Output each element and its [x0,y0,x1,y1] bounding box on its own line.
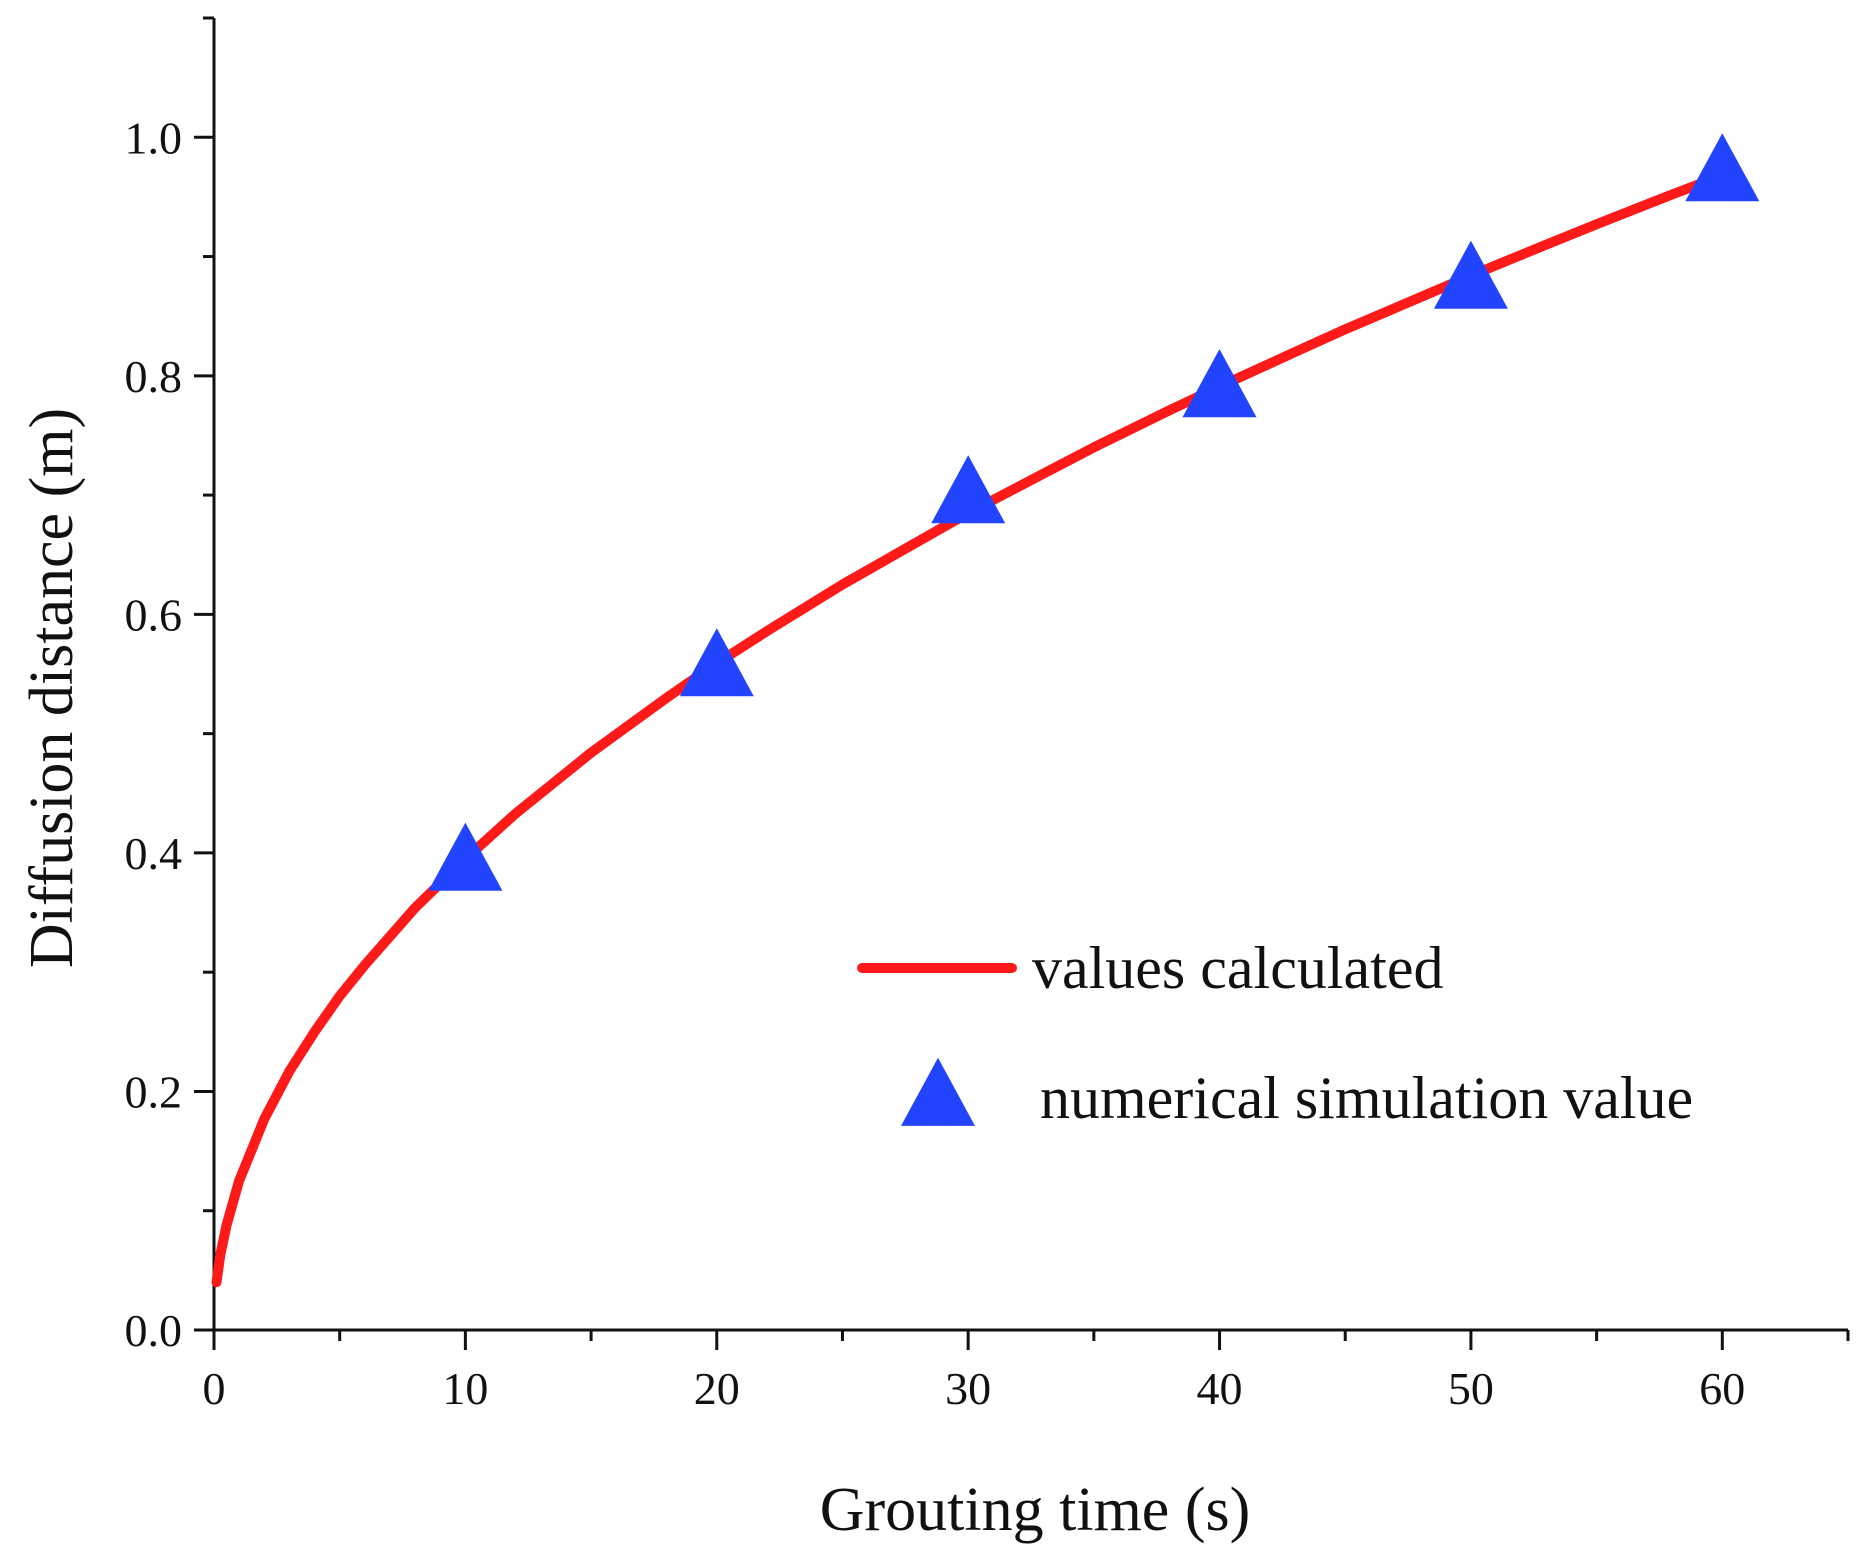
series [211,133,1760,1288]
ticks: 0 10 20 30 40 50 60 0.0 0.2 0.4 0.6 0.8 1.0 [125,16,1850,1414]
data-point-triangle-50 [1433,240,1508,309]
x-axis-title: Grouting time (s) [820,1476,1251,1544]
y-tick-label-0.2: 0.2 [125,1066,183,1117]
x-tick-label-40: 40 [1197,1363,1243,1414]
x-tick-label-30: 30 [945,1363,991,1414]
legend-triangle-swatch [901,1057,975,1126]
y-tick-label-0.6: 0.6 [125,589,183,640]
data-point-triangle-20 [679,628,754,697]
x-tick-label-10: 10 [442,1363,488,1414]
legend-label-values-calculated: values calculated [1032,935,1443,1001]
data-point-triangle-30 [931,455,1006,524]
y-tick-label-0.8: 0.8 [125,351,183,402]
x-tick-label-60: 60 [1699,1363,1745,1414]
x-tick-label-20: 20 [694,1363,740,1414]
y-tick-label-0.4: 0.4 [125,828,183,879]
y-axis-title: Diffusion distance (m) [18,408,86,968]
axes [212,18,1848,1332]
y-tick-label-0.0: 0.0 [125,1305,183,1356]
data-point-triangle-60 [1685,133,1760,202]
data-point-triangle-10 [428,822,503,891]
legend: values calculated numerical simulation va… [857,935,1693,1131]
series-line-values-calculated [211,170,1728,1288]
x-tick-label-0: 0 [203,1363,226,1414]
x-tick-label-50: 50 [1448,1363,1494,1414]
legend-label-numerical-simulation-value: numerical simulation value [1040,1065,1693,1131]
y-tick-label-1.0: 1.0 [125,112,183,163]
data-point-triangle-40 [1182,349,1257,418]
